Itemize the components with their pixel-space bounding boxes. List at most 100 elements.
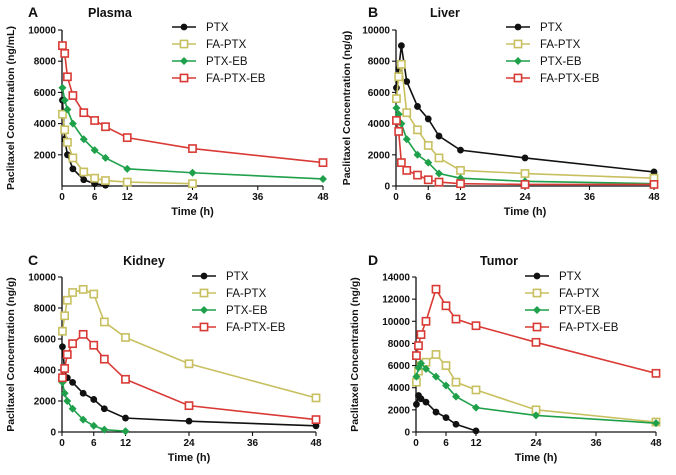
- data-point: [90, 146, 99, 155]
- y-tick-label: 10000: [362, 26, 390, 37]
- series-ptx-eb: [58, 378, 130, 436]
- data-point: [472, 403, 480, 412]
- x-axis-label: Time (h): [171, 206, 214, 218]
- legend-marker: [514, 57, 522, 65]
- data-point: [452, 420, 460, 428]
- data-point: [90, 173, 100, 183]
- data-point: [101, 153, 110, 162]
- data-point: [58, 83, 67, 92]
- y-tick-label: 2000: [388, 405, 411, 416]
- y-tick-label: 10000: [28, 273, 56, 284]
- y-tick-label: 8000: [34, 57, 57, 68]
- x-tick-label: 48: [310, 438, 322, 449]
- data-point: [184, 359, 194, 369]
- data-point: [422, 398, 430, 406]
- series-fa-ptx-eb: [392, 116, 659, 189]
- y-tick-label: 2000: [368, 150, 391, 161]
- data-point: [414, 103, 421, 110]
- series-ptx: [413, 392, 480, 435]
- data-point: [80, 176, 88, 184]
- data-point: [122, 414, 129, 422]
- data-point: [60, 48, 70, 58]
- legend-marker: [532, 322, 542, 332]
- legend-marker: [179, 73, 189, 83]
- x-tick-label: 0: [59, 438, 65, 449]
- data-point: [68, 404, 77, 413]
- data-point: [423, 141, 433, 150]
- x-tick-label: 48: [650, 438, 662, 449]
- legend-marker: [199, 288, 209, 298]
- data-point: [471, 321, 481, 331]
- y-tick-label: 6000: [368, 88, 391, 99]
- data-point: [392, 116, 401, 125]
- panel-letter: A: [28, 4, 38, 20]
- series-fa-ptx: [58, 109, 197, 189]
- data-point: [63, 397, 72, 405]
- legend-label: FA-PTX-EB: [226, 322, 286, 334]
- x-tick-label: 6: [92, 192, 98, 203]
- y-tick-label: 0: [50, 428, 56, 439]
- data-point: [101, 122, 110, 132]
- series-line: [61, 87, 324, 180]
- data-point: [472, 427, 480, 435]
- data-point: [417, 395, 425, 403]
- data-point: [414, 341, 423, 351]
- data-point: [89, 289, 99, 299]
- series-fa-ptx: [58, 284, 321, 403]
- data-point: [69, 379, 76, 386]
- y-tick-label: 8000: [368, 57, 391, 68]
- x-tick-label: 0: [393, 192, 399, 203]
- y-tick-label: 10000: [382, 317, 410, 328]
- chart-panel-plasma: A Plasma 2000 4000 6000 8000 10000 0 6 12 24 36 48 Ti…: [5, 4, 329, 218]
- data-point: [402, 135, 411, 144]
- x-tick-label: 0: [59, 192, 65, 203]
- series-fa-ptx-eb: [58, 41, 328, 167]
- data-point: [60, 96, 69, 105]
- y-tick-label: 10000: [28, 26, 56, 37]
- data-point: [451, 314, 461, 324]
- series-ptx-eb: [412, 359, 660, 428]
- data-point: [412, 372, 421, 381]
- data-point: [79, 389, 87, 397]
- legend-label: PTX-EB: [206, 56, 248, 68]
- data-point: [392, 94, 401, 104]
- data-point: [435, 169, 443, 178]
- data-point: [58, 326, 67, 336]
- data-point: [68, 288, 77, 297]
- data-point: [121, 333, 130, 342]
- x-axis-label: Time (h): [504, 206, 547, 218]
- data-point: [520, 180, 530, 189]
- data-point: [188, 179, 197, 189]
- data-point: [417, 359, 425, 368]
- data-point: [123, 164, 132, 173]
- data-point: [58, 41, 67, 50]
- data-point: [90, 396, 98, 403]
- data-point: [424, 158, 433, 167]
- data-point: [63, 105, 72, 114]
- data-point: [100, 425, 109, 434]
- series-line: [395, 120, 654, 186]
- data-point: [101, 176, 110, 185]
- data-point: [79, 415, 88, 424]
- data-point: [402, 108, 412, 118]
- data-point: [59, 343, 66, 351]
- data-point: [413, 125, 422, 135]
- y-tick-label: 2000: [34, 150, 57, 161]
- series-line: [415, 287, 657, 375]
- data-point: [78, 329, 88, 339]
- data-point: [532, 411, 540, 420]
- data-point: [421, 316, 431, 326]
- y-tick-label: 4000: [368, 119, 391, 130]
- data-point: [62, 350, 72, 359]
- x-tick-label: 6: [91, 438, 97, 449]
- x-tick-label: 0: [413, 438, 419, 449]
- legend-label: PTX: [559, 271, 582, 283]
- legend-marker: [513, 39, 523, 49]
- data-point: [89, 340, 99, 350]
- data-point: [188, 168, 197, 177]
- series-fa-ptx: [392, 59, 659, 183]
- legend-label: PTX-EB: [540, 56, 582, 68]
- data-point: [60, 311, 70, 321]
- y-axis-label: Paclitaxel Concentration (ng/g): [5, 277, 17, 432]
- y-tick-label: 2000: [34, 397, 57, 408]
